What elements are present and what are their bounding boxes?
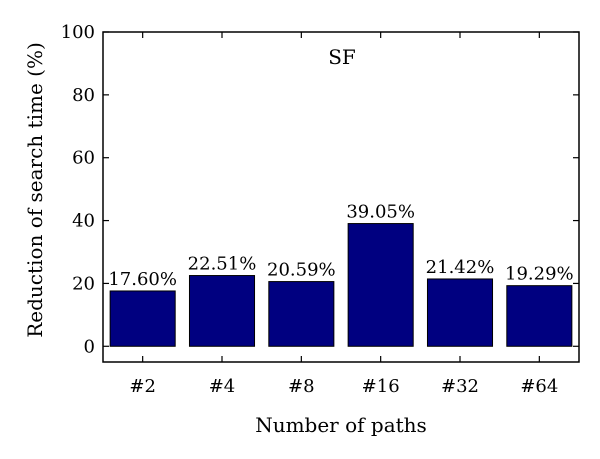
y-tick-label-100: 100	[61, 22, 95, 43]
bar-n2	[109, 290, 176, 347]
bar-n64	[506, 285, 573, 347]
y-axis-title: Reduction of search time (%)	[23, 42, 47, 338]
y-tick-label-60: 60	[72, 148, 95, 169]
bar-n16	[347, 223, 414, 347]
x-tick-label-n8: #8	[288, 376, 315, 397]
y-tick-label-0: 0	[84, 336, 95, 357]
data-label-n32: 21.42%	[426, 257, 495, 278]
bars	[109, 223, 573, 347]
bar-n4	[188, 275, 256, 347]
y-tick-label-80: 80	[72, 85, 95, 106]
bar-n8	[268, 281, 335, 347]
data-label-n64: 19.29%	[505, 264, 574, 285]
data-label-n4: 22.51%	[188, 254, 257, 275]
plot-frame	[102, 31, 580, 363]
x-tick-label-n4: #4	[209, 376, 236, 397]
data-label-n2: 17.60%	[108, 269, 177, 290]
x-axis-title: Number of paths	[255, 413, 427, 437]
data-label-n8: 20.59%	[267, 260, 336, 281]
x-tick-label-n64: #64	[520, 376, 558, 397]
data-labels: 17.60% 22.51% 20.59% 39.05% 21.42% 19.29%	[108, 202, 573, 290]
x-tick-label-n32: #32	[441, 376, 479, 397]
x-tick-label-n2: #2	[129, 376, 156, 397]
plot-area	[102, 31, 580, 363]
axis-ticks: #2 #4 #8 #16 #32 #64 0 20 40 60 80 100	[61, 22, 579, 397]
y-tick-label-40: 40	[72, 211, 95, 232]
y-tick-label-20: 20	[72, 273, 95, 294]
bar-n32	[426, 278, 494, 347]
x-tick-label-n16: #16	[362, 376, 400, 397]
chart-title: SF	[328, 45, 356, 69]
data-label-n16: 39.05%	[346, 202, 415, 223]
